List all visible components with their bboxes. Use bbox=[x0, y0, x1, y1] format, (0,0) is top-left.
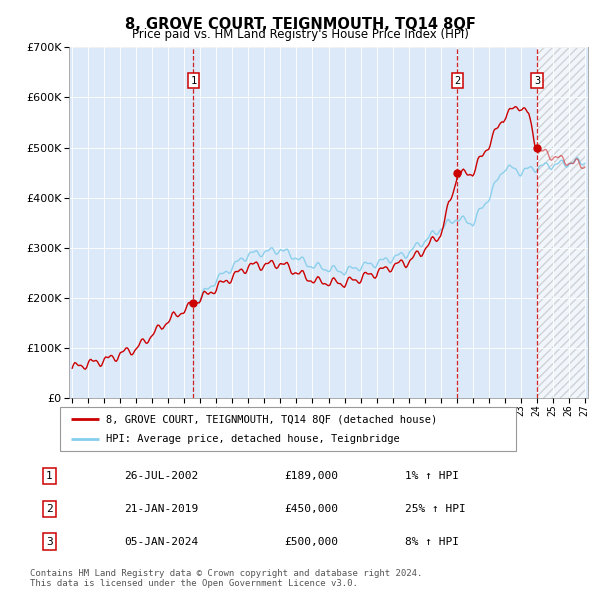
Text: 8, GROVE COURT, TEIGNMOUTH, TQ14 8QF (detached house): 8, GROVE COURT, TEIGNMOUTH, TQ14 8QF (de… bbox=[106, 414, 437, 424]
Text: 8, GROVE COURT, TEIGNMOUTH, TQ14 8QF: 8, GROVE COURT, TEIGNMOUTH, TQ14 8QF bbox=[125, 17, 475, 31]
Text: 2: 2 bbox=[46, 504, 53, 514]
Text: Contains HM Land Registry data © Crown copyright and database right 2024.
This d: Contains HM Land Registry data © Crown c… bbox=[30, 569, 422, 588]
Text: £500,000: £500,000 bbox=[284, 537, 338, 546]
Text: 3: 3 bbox=[534, 76, 541, 86]
Text: £189,000: £189,000 bbox=[284, 471, 338, 481]
Text: 2: 2 bbox=[454, 76, 461, 86]
Text: 1: 1 bbox=[46, 471, 53, 481]
Text: 26-JUL-2002: 26-JUL-2002 bbox=[124, 471, 198, 481]
Text: 25% ↑ HPI: 25% ↑ HPI bbox=[406, 504, 466, 514]
Text: 3: 3 bbox=[46, 537, 53, 546]
Bar bbox=[537, 47, 585, 398]
Text: HPI: Average price, detached house, Teignbridge: HPI: Average price, detached house, Teig… bbox=[106, 434, 400, 444]
Text: Price paid vs. HM Land Registry's House Price Index (HPI): Price paid vs. HM Land Registry's House … bbox=[131, 28, 469, 41]
Text: 05-JAN-2024: 05-JAN-2024 bbox=[124, 537, 198, 546]
FancyBboxPatch shape bbox=[60, 407, 516, 451]
Text: 8% ↑ HPI: 8% ↑ HPI bbox=[406, 537, 460, 546]
Text: 21-JAN-2019: 21-JAN-2019 bbox=[124, 504, 198, 514]
Text: 1% ↑ HPI: 1% ↑ HPI bbox=[406, 471, 460, 481]
Text: £450,000: £450,000 bbox=[284, 504, 338, 514]
Text: 1: 1 bbox=[190, 76, 197, 86]
